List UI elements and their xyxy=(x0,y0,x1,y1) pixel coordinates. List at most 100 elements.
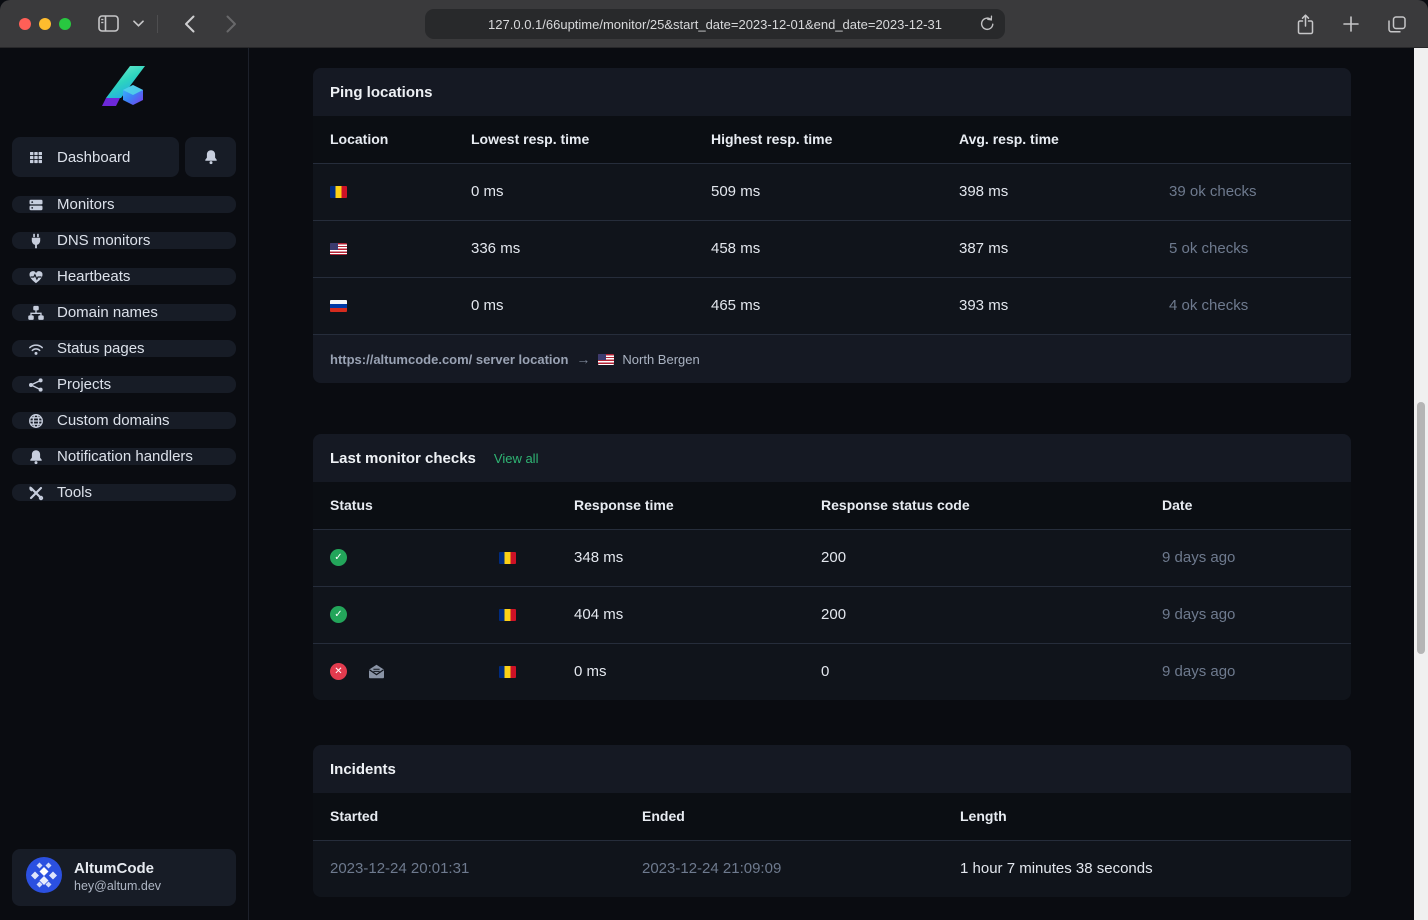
sidebar-item-label: DNS monitors xyxy=(57,232,151,249)
avg-resp-time: 398 ms xyxy=(943,162,1153,220)
column-header-ended: Ended xyxy=(626,793,944,840)
back-button[interactable] xyxy=(176,11,202,37)
arrow-right-icon: → xyxy=(576,351,591,367)
app-logo[interactable] xyxy=(100,64,148,115)
sidebar: Dashboard xyxy=(0,48,249,920)
server-location-label: https://altumcode.com/ server location xyxy=(330,351,569,367)
sidebar-item-label: Tools xyxy=(57,484,93,501)
sidebar-item-label: Monitors xyxy=(57,196,115,213)
last-monitor-checks-card: Last monitor checks View all Status Resp… xyxy=(313,434,1351,700)
sidebar-item-label: Notification handlers xyxy=(57,448,193,465)
user-account-card[interactable]: AltumCode hey@altum.dev xyxy=(12,849,236,906)
sidebar-toggle-icon[interactable] xyxy=(95,11,121,37)
incidents-card: Incidents Started Ended Length 2023-12-2… xyxy=(313,745,1351,897)
browser-toolbar: 127.0.0.1/66uptime/monitor/25&start_date… xyxy=(0,0,1428,48)
lowest-resp-time: 0 ms xyxy=(455,276,695,334)
user-email: hey@altum.dev xyxy=(74,879,162,894)
reload-icon[interactable] xyxy=(980,15,995,35)
column-header-location: Location xyxy=(313,116,455,163)
status-ok-icon: ✓ xyxy=(330,549,347,567)
ping-locations-title: Ping locations xyxy=(330,83,433,101)
incidents-table: Started Ended Length 2023-12-24 20:01:31… xyxy=(313,793,1351,897)
column-header-length: Length xyxy=(944,793,1351,840)
user-name: AltumCode xyxy=(74,860,154,878)
sidebar-item-domain-names[interactable]: Domain names xyxy=(12,304,236,321)
server-location-value: North Bergen xyxy=(622,351,700,367)
new-tab-icon[interactable] xyxy=(1338,11,1364,37)
table-row: ✓ 404 ms 200 9 days ago xyxy=(313,585,1351,643)
minimize-window-button[interactable] xyxy=(39,17,51,30)
toolbar-divider xyxy=(157,14,158,33)
incidents-title: Incidents xyxy=(330,760,396,778)
response-time: 404 ms xyxy=(558,585,806,643)
scrollbar-thumb[interactable] xyxy=(1417,402,1425,654)
flag-icon xyxy=(330,186,347,199)
page-scrollbar[interactable] xyxy=(1414,48,1428,920)
sidebar-item-label: Status pages xyxy=(57,340,145,357)
response-status-code: 200 xyxy=(805,585,1147,643)
last-checks-table: Status Response time Response status cod… xyxy=(313,482,1351,700)
avg-resp-time: 393 ms xyxy=(943,276,1153,334)
sidebar-item-label: Domain names xyxy=(57,304,158,321)
wifi-icon xyxy=(28,341,44,357)
close-window-button[interactable] xyxy=(19,17,31,30)
flag-icon xyxy=(499,609,516,622)
ok-checks-count: 39 ok checks xyxy=(1153,162,1351,220)
flag-icon xyxy=(499,552,516,565)
column-header-avg: Avg. resp. time xyxy=(943,116,1153,163)
view-all-link[interactable]: View all xyxy=(493,450,539,466)
check-date: 9 days ago xyxy=(1146,585,1351,643)
tools-icon xyxy=(28,485,44,501)
url-text: 127.0.0.1/66uptime/monitor/25&start_date… xyxy=(488,16,942,32)
sidebar-item-projects[interactable]: Projects xyxy=(12,376,236,393)
incident-started: 2023-12-24 20:01:31 xyxy=(313,839,626,897)
sidebar-item-custom-domains[interactable]: Custom domains xyxy=(12,412,236,429)
table-row: 2023-12-24 20:01:31 2023-12-24 21:09:09 … xyxy=(313,839,1351,897)
forward-button[interactable] xyxy=(218,11,244,37)
avg-resp-time: 387 ms xyxy=(943,219,1153,277)
status-fail-icon: ✕ xyxy=(330,663,347,681)
sidebar-item-monitors[interactable]: Monitors xyxy=(12,196,236,213)
highest-resp-time: 458 ms xyxy=(695,219,943,277)
response-status-code: 0 xyxy=(805,642,1147,700)
sidebar-item-heartbeats[interactable]: Heartbeats xyxy=(12,268,236,285)
lowest-resp-time: 0 ms xyxy=(455,162,695,220)
ok-checks-count: 5 ok checks xyxy=(1153,219,1351,277)
column-header-status: Status xyxy=(313,482,559,529)
sitemap-icon xyxy=(28,305,44,321)
tab-overview-icon[interactable] xyxy=(1384,11,1410,37)
flag-icon xyxy=(499,666,516,679)
column-header-highest: Highest resp. time xyxy=(695,116,943,163)
sidebar-item-notification-handlers[interactable]: Notification handlers xyxy=(12,448,236,465)
sidebar-item-label: Custom domains xyxy=(57,412,170,429)
zoom-window-button[interactable] xyxy=(59,17,71,30)
ping-locations-table: Location Lowest resp. time Highest resp.… xyxy=(313,116,1351,334)
bell-icon xyxy=(203,149,219,165)
address-bar[interactable]: 127.0.0.1/66uptime/monitor/25&start_date… xyxy=(425,9,1005,39)
lowest-resp-time: 336 ms xyxy=(455,219,695,277)
check-date: 9 days ago xyxy=(1146,528,1351,586)
sidebar-item-dashboard[interactable]: Dashboard xyxy=(12,137,179,177)
check-date: 9 days ago xyxy=(1146,642,1351,700)
avatar xyxy=(26,857,62,898)
flag-icon xyxy=(598,353,615,365)
column-header-started: Started xyxy=(313,793,626,840)
chevron-down-icon[interactable] xyxy=(131,11,145,37)
sidebar-item-label: Heartbeats xyxy=(57,268,131,285)
globe-icon xyxy=(28,413,44,429)
bell-icon xyxy=(28,449,44,465)
grid-icon xyxy=(28,149,44,165)
main-content: Ping locations Location Lowest resp. tim… xyxy=(249,48,1428,920)
column-header-response-time: Response time xyxy=(558,482,806,529)
notification-sent-envelope-icon xyxy=(368,664,385,679)
sidebar-item-dns-monitors[interactable]: DNS monitors xyxy=(12,232,236,249)
sidebar-notifications-button[interactable] xyxy=(185,137,236,177)
sidebar-item-label: Projects xyxy=(57,376,112,393)
share-icon[interactable] xyxy=(1292,11,1318,37)
table-row: 336 ms 458 ms 387 ms 5 ok checks xyxy=(313,219,1351,277)
sidebar-nav: Dashboard xyxy=(0,137,248,501)
sidebar-item-status-pages[interactable]: Status pages xyxy=(12,340,236,357)
sidebar-item-tools[interactable]: Tools xyxy=(12,484,236,501)
table-row: ✕ 0 ms xyxy=(313,642,1351,700)
ok-checks-count: 4 ok checks xyxy=(1153,276,1351,334)
